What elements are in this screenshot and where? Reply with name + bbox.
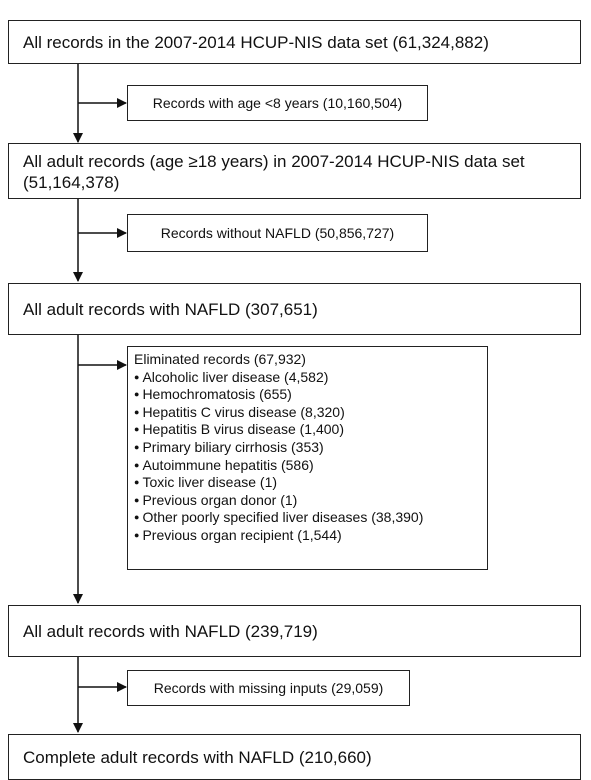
list-item: Previous organ donor (1)	[134, 492, 481, 510]
step-box-nafld-239719: All adult records with NAFLD (239,719)	[8, 605, 581, 657]
list-item: Hepatitis B virus disease (1,400)	[134, 421, 481, 439]
list-item: Hemochromatosis (655)	[134, 386, 481, 404]
exclusion-label: Records with age <8 years (10,160,504)	[152, 94, 403, 111]
exclusion-label: Records with missing inputs (29,059)	[153, 679, 384, 696]
exclusion-box-age: Records with age <8 years (10,160,504)	[127, 85, 428, 121]
step-box-all-records: All records in the 2007-2014 HCUP-NIS da…	[8, 20, 581, 64]
exclusion-label: Records without NAFLD (50,856,727)	[160, 224, 395, 241]
list-item: Previous organ recipient (1,544)	[134, 527, 481, 545]
exclusion-box-no-nafld: Records without NAFLD (50,856,727)	[127, 214, 428, 252]
step-label: All records in the 2007-2014 HCUP-NIS da…	[23, 32, 489, 52]
step-label: All adult records (age ≥18 years) in 200…	[23, 152, 525, 192]
exclusion-box-eliminated: Eliminated records (67,932) Alcoholic li…	[127, 346, 488, 570]
step-box-adult-records: All adult records (age ≥18 years) in 200…	[8, 143, 581, 199]
list-item: Autoimmune hepatitis (586)	[134, 457, 481, 475]
step-box-nafld-307651: All adult records with NAFLD (307,651)	[8, 283, 581, 335]
list-item: Toxic liver disease (1)	[134, 474, 481, 492]
list-item: Primary biliary cirrhosis (353)	[134, 439, 481, 457]
exclusion-title: Eliminated records (67,932)	[134, 351, 306, 367]
list-item: Alcoholic liver disease (4,582)	[134, 369, 481, 387]
step-label: Complete adult records with NAFLD (210,6…	[23, 747, 372, 767]
list-item: Hepatitis C virus disease (8,320)	[134, 404, 481, 422]
list-item: Other poorly specified liver diseases (3…	[134, 509, 481, 527]
step-label: All adult records with NAFLD (307,651)	[23, 299, 318, 319]
step-label: All adult records with NAFLD (239,719)	[23, 621, 318, 641]
step-box-complete-records: Complete adult records with NAFLD (210,6…	[8, 734, 581, 780]
exclusion-box-missing-inputs: Records with missing inputs (29,059)	[127, 670, 410, 706]
exclusion-list: Alcoholic liver disease (4,582) Hemochro…	[134, 369, 481, 545]
